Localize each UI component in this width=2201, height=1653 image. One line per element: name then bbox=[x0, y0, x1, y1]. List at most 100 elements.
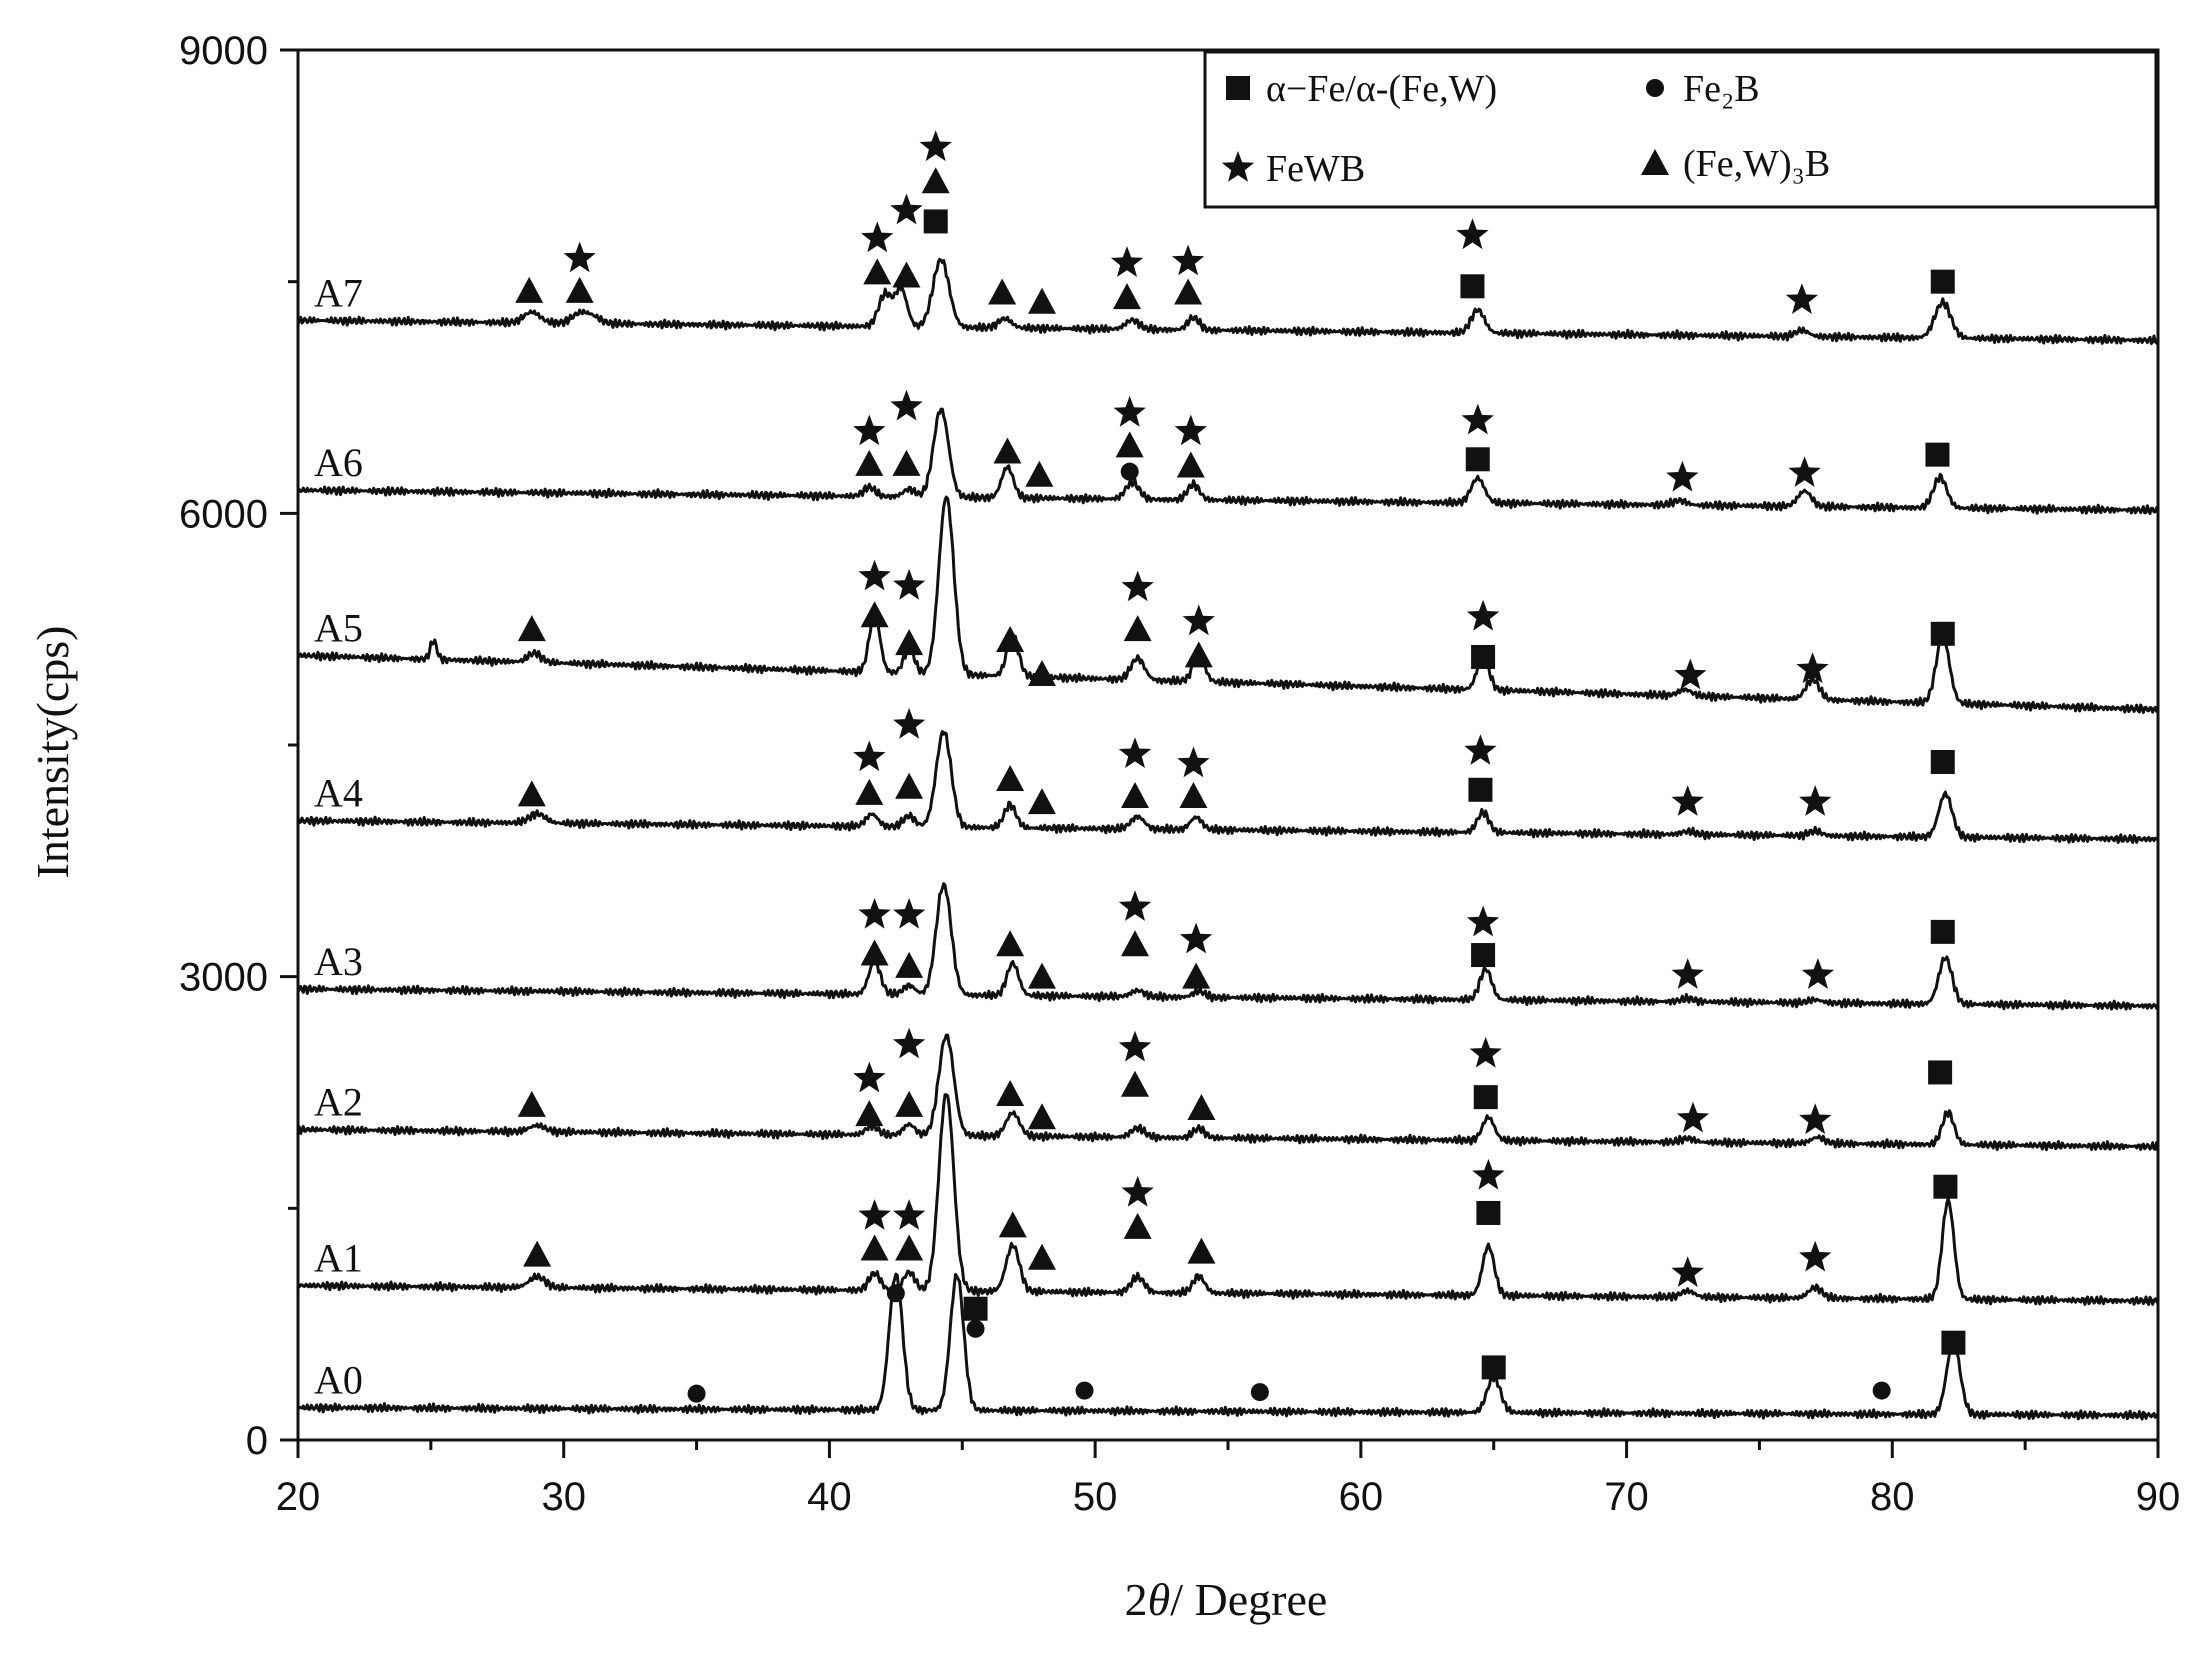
a4-triangle-marker-6 bbox=[1028, 788, 1056, 815]
a7-star-marker-18 bbox=[1785, 283, 1819, 314]
legend-label-3: (Fe,W)₃B bbox=[1683, 143, 1830, 185]
a6-triangle-marker-5 bbox=[1025, 460, 1054, 487]
a3-star-marker-11 bbox=[1466, 905, 1500, 937]
legend-label-0: α−Fe/α-(Fe,W) bbox=[1266, 68, 1497, 110]
legend-label-1: Fe₂B bbox=[1683, 68, 1760, 110]
a4-star-marker-13 bbox=[1671, 785, 1704, 816]
legend-square-icon bbox=[1226, 76, 1250, 100]
trace-a6 bbox=[298, 407, 2158, 515]
y-tick-label-3000: 3000 bbox=[179, 956, 268, 1000]
a6-triangle-marker-7 bbox=[1115, 431, 1144, 458]
x-tick-label-80: 80 bbox=[1870, 1475, 1915, 1519]
a5-square-marker-11 bbox=[1471, 644, 1496, 669]
x-tick-label-70: 70 bbox=[1604, 1475, 1649, 1519]
a3-star-marker-9 bbox=[1179, 922, 1213, 954]
a7-star-marker-2 bbox=[563, 241, 596, 273]
series-label-a1: A1 bbox=[314, 1236, 363, 1281]
series-label-a4: A4 bbox=[314, 771, 363, 816]
a1-star-marker-8 bbox=[1121, 1175, 1154, 1207]
a4-triangle-marker-3 bbox=[895, 772, 924, 799]
a0-circle-marker-2 bbox=[966, 1319, 985, 1338]
a2-triangle-marker-1 bbox=[855, 1100, 884, 1127]
a4-square-marker-15 bbox=[1930, 749, 1955, 774]
a7-triangle-marker-0 bbox=[515, 276, 544, 303]
a6-star-marker-8 bbox=[1113, 395, 1146, 427]
a4-star-marker-4 bbox=[893, 707, 926, 739]
x-axis-title-suffix: / Degree bbox=[1170, 1574, 1327, 1625]
a1-triangle-marker-9 bbox=[1187, 1237, 1216, 1264]
a7-square-marker-19 bbox=[1930, 269, 1955, 294]
a4-triangle-marker-5 bbox=[996, 764, 1025, 791]
a3-square-marker-14 bbox=[1930, 919, 1955, 944]
a7-triangle-marker-12 bbox=[1113, 283, 1142, 310]
traces-layer bbox=[298, 257, 2158, 1421]
a2-triangle-marker-6 bbox=[1028, 1103, 1056, 1130]
trace-a1 bbox=[298, 1093, 2158, 1306]
a6-triangle-marker-9 bbox=[1176, 451, 1205, 478]
a3-star-marker-1 bbox=[858, 897, 891, 929]
x-tick-label-50: 50 bbox=[1073, 1475, 1118, 1519]
a0-square-marker-8 bbox=[1941, 1330, 1966, 1355]
a3-triangle-marker-5 bbox=[1028, 962, 1056, 989]
a7-triangle-marker-10 bbox=[988, 278, 1017, 305]
series-label-a7: A7 bbox=[314, 270, 363, 315]
a0-square-marker-6 bbox=[1481, 1355, 1506, 1380]
a5-star-marker-12 bbox=[1466, 599, 1500, 631]
a1-star-marker-2 bbox=[858, 1199, 891, 1230]
legend-star-icon bbox=[1221, 151, 1255, 182]
a6-star-marker-14 bbox=[1788, 456, 1821, 487]
a2-star-marker-4 bbox=[893, 1027, 926, 1059]
a2-triangle-marker-5 bbox=[996, 1080, 1025, 1107]
a7-star-marker-17 bbox=[1456, 218, 1489, 250]
a5-triangle-marker-7 bbox=[1123, 615, 1152, 642]
series-labels-layer: A0 A1 A2 A3 A4 A5 A6 A7 bbox=[314, 270, 363, 1402]
series-label-a2: A2 bbox=[314, 1080, 363, 1125]
a7-star-marker-4 bbox=[861, 221, 894, 253]
a7-star-marker-9 bbox=[919, 130, 952, 162]
legend-triangle-icon bbox=[1641, 149, 1669, 175]
trace-a7 bbox=[298, 257, 2158, 345]
a5-triangle-marker-1 bbox=[860, 601, 889, 628]
a7-triangle-marker-1 bbox=[565, 276, 594, 303]
a7-star-marker-6 bbox=[890, 193, 923, 225]
a7-triangle-marker-3 bbox=[863, 258, 892, 285]
a3-triangle-marker-6 bbox=[1121, 930, 1149, 957]
a4-star-marker-10 bbox=[1177, 746, 1210, 778]
trace-a2 bbox=[298, 1033, 2158, 1152]
y-axis-title: Intensity(cps) bbox=[27, 626, 78, 879]
series-label-a3: A3 bbox=[314, 939, 363, 984]
a3-star-marker-13 bbox=[1801, 958, 1835, 989]
a6-star-marker-13 bbox=[1666, 460, 1699, 492]
a3-triangle-marker-0 bbox=[860, 939, 889, 966]
a6-triangle-marker-2 bbox=[892, 449, 921, 476]
a4-triangle-marker-9 bbox=[1179, 781, 1208, 808]
y-tick-label-6000: 6000 bbox=[179, 492, 268, 536]
a3-star-marker-12 bbox=[1671, 958, 1704, 989]
x-axis-title-theta: θ bbox=[1148, 1574, 1171, 1625]
a2-triangle-marker-0 bbox=[517, 1090, 546, 1117]
a5-triangle-marker-5 bbox=[996, 625, 1025, 652]
a4-star-marker-8 bbox=[1118, 737, 1152, 768]
a1-triangle-marker-3 bbox=[895, 1234, 924, 1261]
a3-star-marker-3 bbox=[893, 897, 926, 929]
a7-square-marker-7 bbox=[923, 209, 948, 234]
x-axis-title: 2θ/ Degree bbox=[1125, 1574, 1328, 1625]
a2-star-marker-12 bbox=[1676, 1101, 1710, 1133]
a1-star-marker-11 bbox=[1472, 1158, 1505, 1190]
axes-layer: 20 30 40 50 60 70 80 90 0 3000 6000 9000 bbox=[179, 29, 2180, 1519]
a1-triangle-marker-6 bbox=[1028, 1243, 1056, 1270]
a4-square-marker-11 bbox=[1468, 777, 1493, 802]
y-tick-label-9000: 9000 bbox=[179, 29, 268, 73]
x-tick-label-20: 20 bbox=[276, 1475, 321, 1519]
a7-star-marker-15 bbox=[1172, 244, 1205, 276]
a5-triangle-marker-0 bbox=[517, 615, 546, 642]
a1-star-marker-4 bbox=[893, 1199, 926, 1230]
a2-star-marker-13 bbox=[1799, 1103, 1832, 1135]
a1-square-marker-14 bbox=[1933, 1174, 1958, 1199]
a5-star-marker-4 bbox=[893, 568, 926, 600]
a5-star-marker-2 bbox=[858, 559, 891, 591]
a5-triangle-marker-9 bbox=[1184, 641, 1213, 668]
series-label-a0: A0 bbox=[314, 1358, 363, 1403]
a1-square-marker-10 bbox=[1476, 1200, 1501, 1225]
a0-circle-marker-5 bbox=[1250, 1383, 1269, 1402]
